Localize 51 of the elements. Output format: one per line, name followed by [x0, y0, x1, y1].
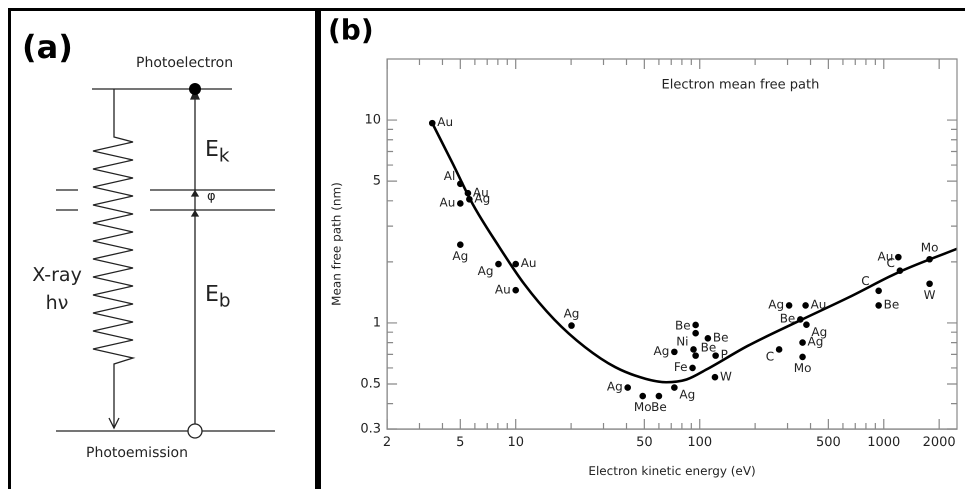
- annotation: Au: [437, 115, 454, 130]
- y-tick-label: 1: [372, 315, 382, 330]
- text: X-ray hν: [31, 263, 83, 316]
- x-tick-label: 500: [816, 435, 841, 450]
- annotation: Mo: [794, 361, 812, 376]
- y-tick-label: 0.5: [360, 376, 382, 392]
- x-tick-label: 5: [456, 435, 464, 450]
- annotation: Ag: [478, 264, 494, 278]
- text: E$_{b}$: [205, 282, 231, 312]
- annotation: Be: [780, 312, 796, 326]
- text: (a): [22, 28, 73, 66]
- x-tick-label: 2000: [922, 435, 956, 450]
- text: E$_{k}$: [205, 137, 230, 167]
- annotation: Ag: [564, 306, 580, 321]
- annotation: Be: [675, 318, 691, 332]
- x-tick-label: 100: [687, 435, 712, 450]
- annotation: Ag: [768, 298, 784, 312]
- annotation: Fe: [674, 360, 688, 374]
- annotation: C: [766, 350, 774, 364]
- x-tick-label: 10: [507, 435, 524, 450]
- y-tick-label: 5: [372, 174, 382, 189]
- annotation: Be: [651, 400, 667, 414]
- annotation: Ag: [606, 380, 623, 394]
- annotation: Au: [520, 256, 537, 270]
- annotation: Be: [884, 298, 900, 312]
- annotation: Mo: [920, 240, 938, 254]
- annotation: Au: [494, 282, 511, 296]
- annotation: Mo: [634, 400, 652, 414]
- annotation: W: [720, 369, 732, 384]
- text: Photoemission: [86, 445, 188, 462]
- annotation: P: [720, 348, 728, 362]
- annotation: Ag: [452, 248, 468, 263]
- y-tick-label: 10: [364, 112, 382, 128]
- annotation: Ag: [654, 344, 670, 358]
- y-axis-title: Mean free path (nm): [329, 182, 344, 306]
- annotation: C: [861, 274, 870, 288]
- text: Photoelectron: [136, 55, 234, 72]
- x-tick-label: 50: [636, 435, 653, 450]
- x-tick-label: 1000: [867, 435, 900, 450]
- annotation: Au: [439, 196, 456, 210]
- y-tick-label: 0.3: [360, 421, 382, 436]
- x-tick-label: 2: [382, 435, 392, 450]
- text: φ: [207, 189, 216, 204]
- annotation: Ni: [676, 334, 689, 349]
- text: Electron mean free path: [662, 77, 820, 92]
- x-axis-title: Electron kinetic energy (eV): [588, 464, 756, 478]
- annotation: Au: [810, 298, 826, 312]
- annotation: Ag: [679, 388, 696, 402]
- annotation: Al: [444, 168, 456, 183]
- text: (b): [328, 13, 374, 46]
- annotation: W: [924, 288, 936, 302]
